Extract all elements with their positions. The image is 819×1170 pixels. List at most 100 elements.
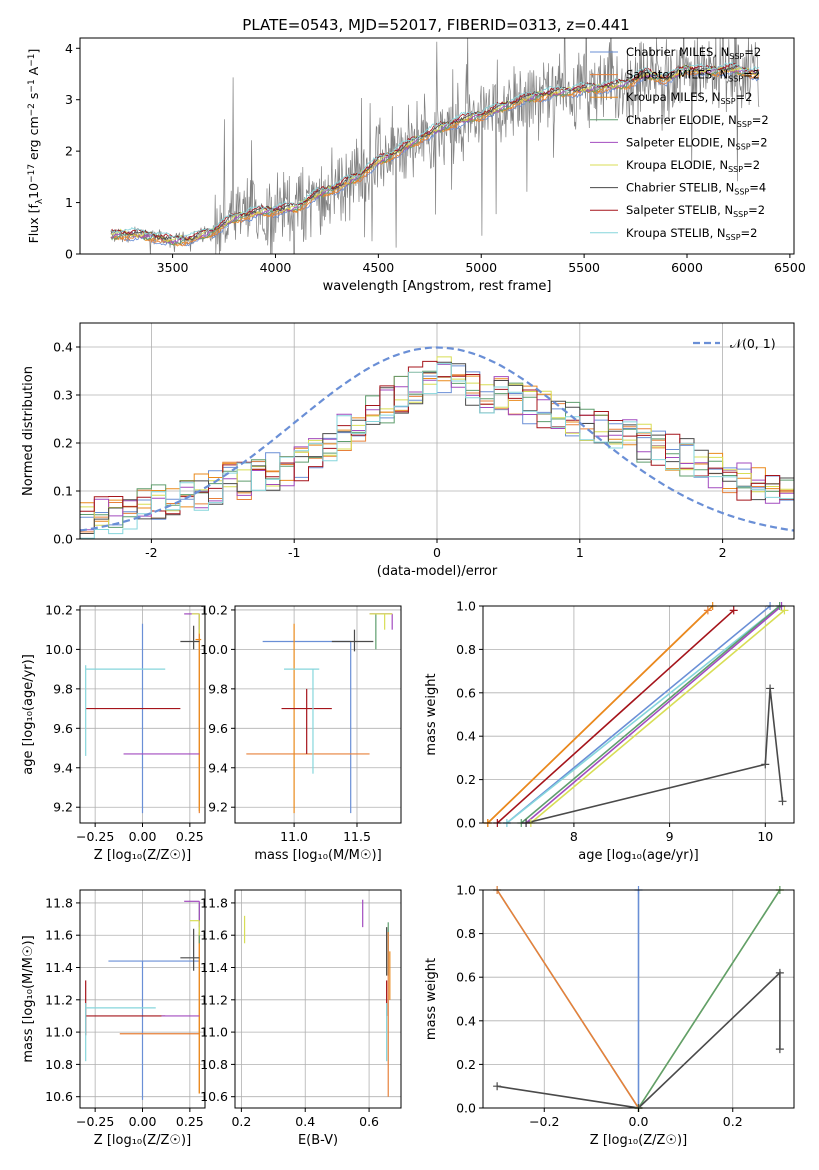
legend-label-sub: SSP: [729, 52, 744, 61]
y-tick-label: 9.2: [53, 800, 73, 815]
x-axis-label: Z [log₁₀(Z/Z☉)]: [94, 848, 191, 863]
y-tick-label: 9.8: [208, 681, 228, 696]
x-tick-label: 9: [666, 829, 674, 844]
y-tick-label: 0.0: [456, 816, 476, 831]
legend-label: 𝒩(0, 1): [730, 336, 776, 351]
legend-label-rest: =2: [752, 113, 769, 127]
legend-label: Kroupa MILES, NSSP=2: [626, 90, 752, 106]
y-tick-label: 10.2: [200, 602, 228, 617]
legend-label: Kroupa STELIB, NSSP=2: [626, 226, 757, 242]
y-axis-label: Normed distribution: [21, 366, 36, 496]
y-tick-label: 0.6: [456, 685, 476, 700]
axes-frame: [482, 605, 795, 824]
plot-area: [246, 613, 393, 814]
series-marker: [775, 968, 784, 977]
y-tick-label: 0.2: [456, 1057, 476, 1072]
x-axis-label: (data-model)/error: [377, 564, 498, 579]
series-line: [637, 890, 781, 1108]
legend-label-name: Kroupa ELODIE, N: [626, 158, 728, 172]
series-line: [530, 609, 785, 823]
x-axis-label: wavelength [Angstrom, rest frame]: [323, 279, 552, 294]
x-axis-label: mass [log₁₀(M/M☉)]: [254, 848, 381, 863]
y-tick-label: 3: [65, 92, 73, 107]
y-axis-label: Flux [fλ10−17 erg cm−2 s−1 A−1]: [26, 49, 45, 244]
x-tick-label: −0.2: [529, 1114, 559, 1129]
y-tick-label: 11.8: [45, 895, 73, 910]
x-tick-label: 0.25: [176, 1114, 204, 1129]
x-tick-label: 0.00: [129, 1114, 157, 1129]
y-tick-label: 9.6: [53, 721, 73, 736]
plot-area: [487, 606, 785, 823]
y-tick-label: 1: [65, 195, 73, 210]
y-tick-label: 4: [65, 41, 73, 56]
y-tick-label: 0.6: [456, 970, 476, 985]
y-tick-label: 1.0: [456, 599, 476, 614]
spectrum-model-line: [110, 61, 760, 240]
legend-label: Chabrier STELIB, NSSP=4: [626, 181, 766, 197]
series-line: [525, 606, 783, 823]
y-axis-label: mass weight: [424, 673, 439, 755]
figure-title: PLATE=0543, MJD=52017, FIBERID=0313, z=0…: [242, 16, 629, 34]
y-tick-label: 11.8: [200, 895, 228, 910]
x-tick-label: 2: [719, 545, 727, 560]
legend-label-sub: SSP: [733, 210, 748, 219]
x-tick-label: 0.0: [629, 1114, 649, 1129]
x-tick-label: 6000: [671, 260, 703, 275]
x-tick-label: −0.25: [76, 1114, 114, 1129]
y-tick-label: 0: [65, 247, 73, 262]
y-tick-label: 9.4: [208, 760, 228, 775]
legend-label: Chabrier MILES, NSSP=2: [626, 45, 761, 61]
x-tick-label: 5500: [568, 260, 600, 275]
legend-label-rest: =2: [736, 90, 753, 104]
legend-label-sub: SSP: [737, 120, 752, 129]
series-marker: [766, 684, 775, 693]
x-tick-label: 6500: [774, 260, 806, 275]
legend-label-rest: =2: [744, 45, 761, 59]
y-axis-label: age [log₁₀(age/yr)]: [21, 654, 36, 775]
x-axis-label: Z [log₁₀(Z/Z☉)]: [590, 1133, 687, 1148]
y-tick-label: 2: [65, 144, 73, 159]
legend-label: Salpeter ELODIE, NSSP=2: [626, 135, 768, 151]
legend-label: Chabrier ELODIE, NSSP=2: [626, 113, 769, 129]
legend-label: Salpeter STELIB, NSSP=2: [626, 203, 765, 219]
chart-residuals: -2 -1 0 1 2 0.0 0.1 0.2 0.3 0.4 (data-model)/error…: [21, 322, 795, 579]
y-axis-label-part: −1: [27, 54, 37, 67]
series-line: [487, 606, 714, 823]
plots-layer: 3500 4000 4500 5000 5500 6000 6500 0 1 2 3 4 wavelen…: [21, 37, 806, 1148]
x-tick-label: 0.25: [176, 829, 204, 844]
legend-label-rest: =2: [743, 68, 760, 82]
legend-label-rest: =2: [748, 203, 765, 217]
chart-mass-vs-Z: −0.25 0.00 0.25 10.6 10.8 11.0 11.2 11.4 11.6 11.…: [21, 889, 206, 1148]
legend-label: Kroupa ELODIE, NSSP=2: [626, 158, 760, 174]
y-tick-label: 9.6: [208, 721, 228, 736]
y-tick-label: 9.8: [53, 681, 73, 696]
legend-label-name: Chabrier STELIB, N: [626, 181, 734, 195]
x-tick-label: 1: [576, 545, 584, 560]
legend-label-rest: =2: [741, 226, 758, 240]
y-tick-label: 0.1: [53, 484, 73, 499]
series-marker: [703, 606, 712, 615]
plot-area: [85, 613, 202, 814]
legend-label-name: Salpeter STELIB, N: [626, 203, 733, 217]
x-tick-label: 4000: [260, 260, 292, 275]
y-axis-label-part: erg cm: [26, 116, 41, 164]
legend-label-sub: SSP: [726, 233, 741, 242]
y-axis-label: mass weight: [424, 958, 439, 1040]
y-axis-label-part: ]: [26, 49, 41, 54]
y-tick-label: 0.4: [456, 1013, 476, 1028]
y-tick-label: 0.8: [456, 642, 476, 657]
y-tick-label: 11.2: [45, 992, 73, 1007]
y-tick-label: 11.0: [45, 1025, 73, 1040]
spectrum-model-line: [110, 64, 760, 243]
legend-label-sub: SSP: [721, 97, 736, 106]
y-tick-label: 10.6: [45, 1089, 73, 1104]
y-tick-label: 0.4: [456, 729, 476, 744]
y-axis-label-part: −2: [27, 103, 37, 116]
chart-age-vs-mass: 11.0 11.5 9.2 9.4 9.6 9.8 10.0 10.2 mass [log₁₀(…: [200, 602, 402, 863]
y-tick-label: 10.6: [200, 1089, 228, 1104]
x-tick-label: 0.2: [231, 1114, 251, 1129]
series-marker: [778, 797, 787, 806]
series-line: [496, 609, 735, 823]
plot-area: [496, 890, 781, 1108]
